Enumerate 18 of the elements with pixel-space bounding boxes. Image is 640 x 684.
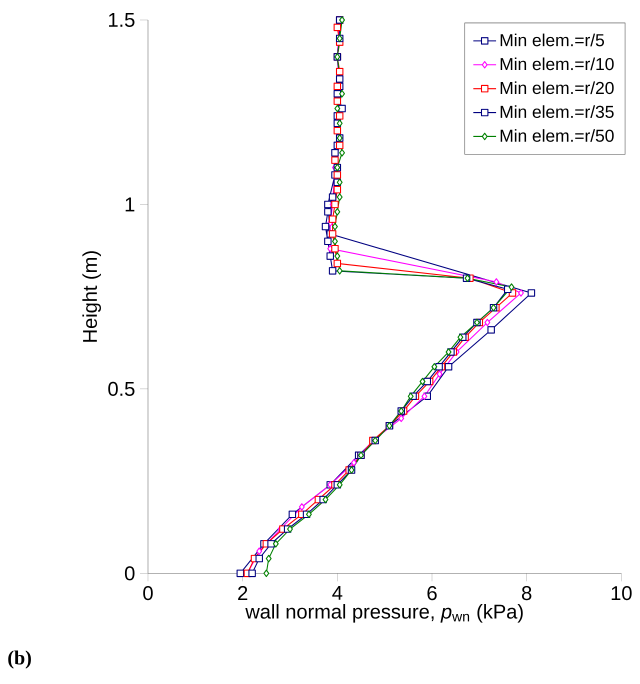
y-axis-title: Height (m): [82, 251, 101, 342]
x-tick-label: 6: [427, 586, 437, 600]
y-tick-label: 0: [124, 566, 134, 580]
x-tick-label: 8: [522, 586, 532, 600]
text: (b): [8, 650, 31, 669]
legend-label: Min elem.=r/35: [500, 105, 614, 118]
x-tick-label: 10: [612, 586, 632, 600]
legend-label: Min elem.=r/20: [500, 81, 614, 94]
y-tick-label: 0.5: [108, 382, 134, 396]
x-axis-title: wall normal pressure, p$_{wn}$ (kPa): [245, 604, 523, 623]
x-tick-label: 0: [143, 586, 153, 600]
legend-label: Min elem.=r/50: [500, 129, 614, 142]
legend-label: Min elem.=r/10: [500, 57, 614, 70]
x-tick-label: 2: [238, 586, 248, 600]
y-tick-label: 1.5: [109, 13, 134, 27]
x-tick-label: 4: [332, 586, 342, 600]
legend-label: Min elem.=r/5: [500, 34, 604, 46]
y-tick-label: 1: [126, 198, 134, 212]
